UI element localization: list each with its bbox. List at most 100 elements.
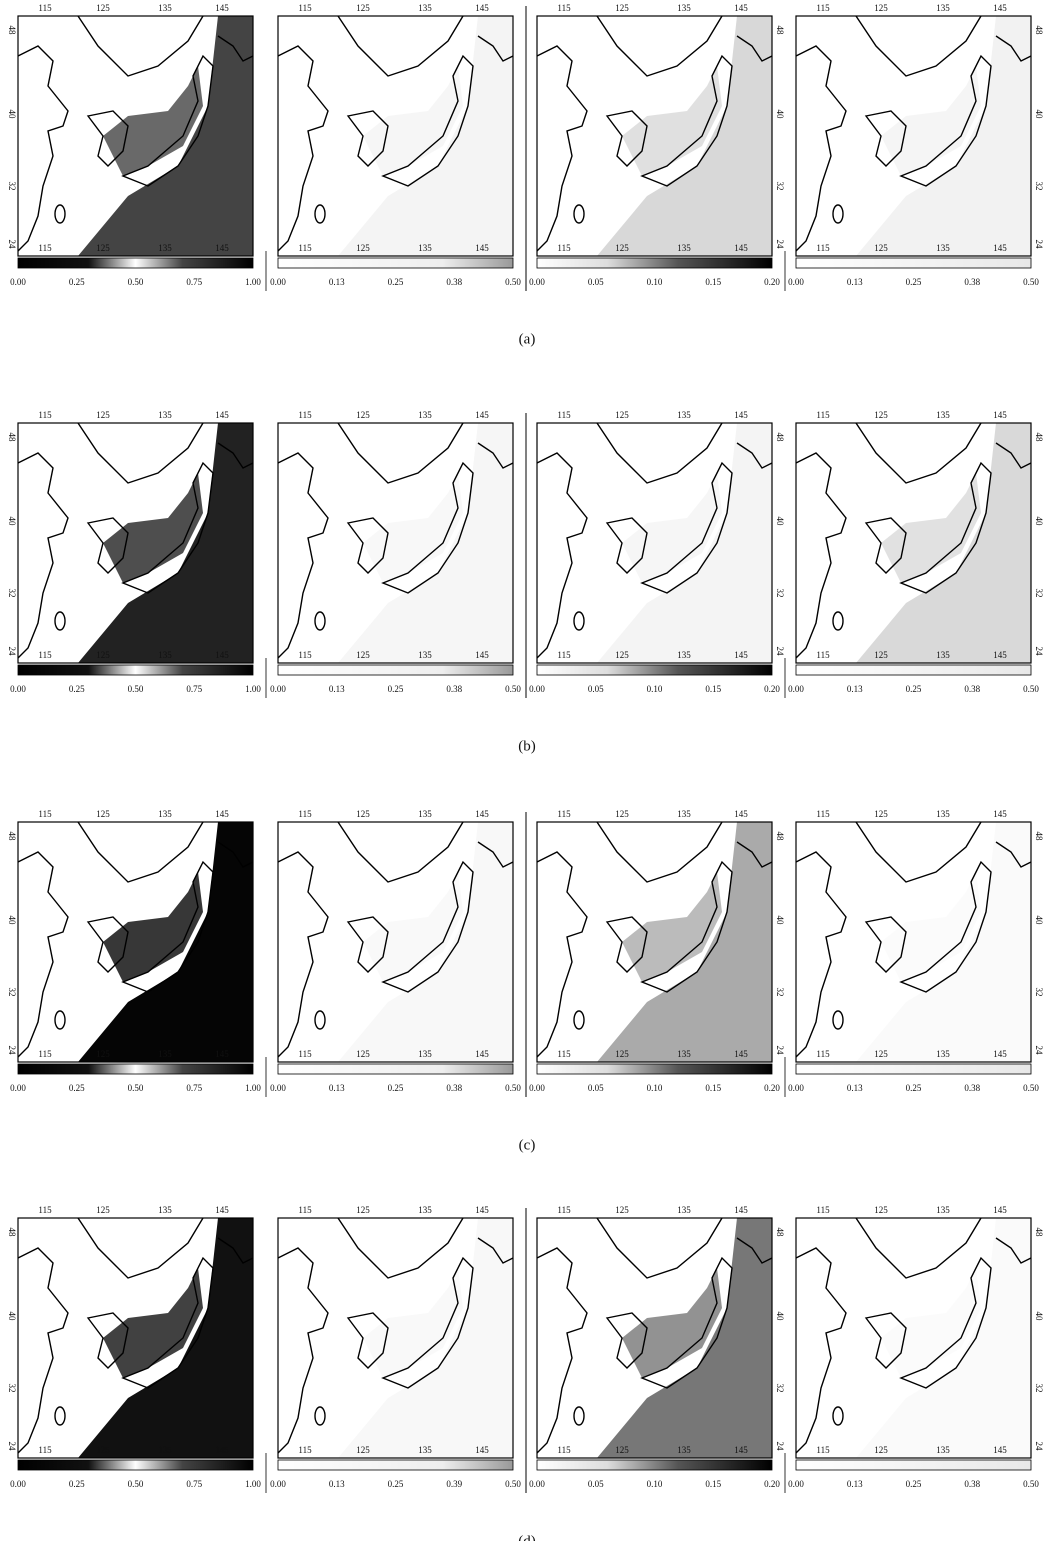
lon-tick-label: 145 [993,650,1007,660]
lon-tick-label: 115 [298,243,312,253]
lon-tick-label: 135 [677,809,691,819]
lat-tick-label: 24 [1034,647,1044,657]
colorbar-tick-label: 0.25 [388,1083,404,1093]
lat-tick-label: 32 [1034,589,1044,598]
lon-tick-label: 135 [158,410,172,420]
lon-tick-label: 115 [298,650,312,660]
colorbar-tick-label: 0.75 [186,277,202,287]
lat-tick-label: 24 [775,1046,785,1056]
colorbar-tick-label: 0.20 [764,1083,780,1093]
island [574,612,584,630]
lon-tick-label: 145 [993,1445,1007,1455]
colorbar-tick-label: 0.75 [186,684,202,694]
colorbar-tick-label: 0.38 [964,1479,980,1489]
colorbar-tick-label: 0.50 [505,1479,521,1489]
lon-tick-label: 145 [215,1049,229,1059]
colorbar [18,1460,253,1470]
lon-tick-label: 115 [557,1445,571,1455]
lat-tick-label: 48 [7,26,17,36]
colorbar-tick-label: 0.20 [764,277,780,287]
lat-tick-label: 40 [775,110,785,120]
map-panel [537,423,772,663]
colorbar [18,1064,253,1074]
lon-tick-label: 125 [356,410,370,420]
lat-tick-label: 32 [1034,1384,1044,1393]
colorbar-tick-label: 0.25 [906,1479,922,1489]
lon-tick-label: 115 [298,1445,312,1455]
colorbar-tick-label: 0.50 [128,684,144,694]
lat-tick-label: 24 [7,647,17,657]
lon-tick-label: 115 [38,1205,52,1215]
map-panel [278,1218,513,1458]
lon-tick-label: 115 [557,243,571,253]
lat-tick-label: 24 [775,647,785,657]
lon-tick-label: 115 [38,1445,52,1455]
lat-tick-label: 32 [775,589,785,598]
map-panel [18,1218,253,1458]
lat-tick-label: 40 [1034,1312,1044,1322]
lat-tick-label: 48 [7,832,17,842]
colorbar-tick-label: 0.13 [329,1083,345,1093]
lon-tick-label: 145 [215,650,229,660]
lat-tick-label: 24 [1034,240,1044,250]
map-panel [18,16,253,256]
map-panel [278,16,513,256]
lon-tick-label: 125 [96,3,110,13]
row-label: (b) [518,738,536,754]
colorbar-tick-label: 0.00 [270,277,286,287]
colorbar-tick-label: 0.38 [446,277,462,287]
lon-tick-label: 145 [215,809,229,819]
row-label: (a) [519,331,536,347]
colorbar-tick-label: 0.50 [128,277,144,287]
colorbar-tick-label: 0.38 [964,277,980,287]
map-panel [18,423,253,663]
lon-tick-label: 145 [993,3,1007,13]
lon-tick-label: 135 [677,3,691,13]
colorbar [537,1460,772,1470]
map-panel [796,822,1031,1062]
colorbar [278,1064,513,1074]
lat-tick-label: 32 [775,1384,785,1393]
lat-tick-label: 48 [1034,26,1044,36]
colorbar [18,665,253,675]
lon-tick-label: 115 [557,410,571,420]
lon-tick-label: 125 [356,1445,370,1455]
lon-tick-label: 135 [936,3,950,13]
row-label: (d) [518,1533,536,1541]
colorbar-tick-label: 0.75 [186,1479,202,1489]
colorbar-tick-label: 0.00 [529,684,545,694]
lat-tick-label: 48 [1034,1228,1044,1238]
colorbar-tick-label: 0.25 [388,1479,404,1489]
lon-tick-label: 135 [158,1205,172,1215]
colorbar-tick-label: 0.15 [705,277,721,287]
lat-tick-label: 40 [775,1312,785,1322]
lon-tick-label: 125 [356,809,370,819]
colorbar-tick-label: 0.39 [446,1479,462,1489]
lon-tick-label: 125 [874,1205,888,1215]
lon-tick-label: 135 [418,1445,432,1455]
colorbar-tick-label: 0.10 [647,1479,663,1489]
colorbar-tick-label: 0.38 [964,1083,980,1093]
lon-tick-label: 115 [816,809,830,819]
lon-tick-label: 135 [936,410,950,420]
island [574,1407,584,1425]
lon-tick-label: 145 [475,1049,489,1059]
lon-tick-label: 125 [874,243,888,253]
lat-tick-label: 48 [775,1228,785,1238]
lon-tick-label: 135 [158,650,172,660]
map-panel [537,822,772,1062]
colorbar-tick-label: 0.00 [10,1479,26,1489]
lon-tick-label: 125 [356,650,370,660]
colorbar [537,258,772,268]
lon-tick-label: 145 [993,410,1007,420]
lon-tick-label: 135 [677,410,691,420]
map-panel [796,423,1031,663]
lat-tick-label: 40 [1034,517,1044,527]
colorbar-tick-label: 0.05 [588,1479,604,1489]
lon-tick-label: 115 [816,1205,830,1215]
lat-tick-label: 48 [775,832,785,842]
colorbar [796,665,1031,675]
lon-tick-label: 125 [874,1049,888,1059]
colorbar-tick-label: 0.50 [1023,1083,1039,1093]
lon-tick-label: 125 [874,410,888,420]
